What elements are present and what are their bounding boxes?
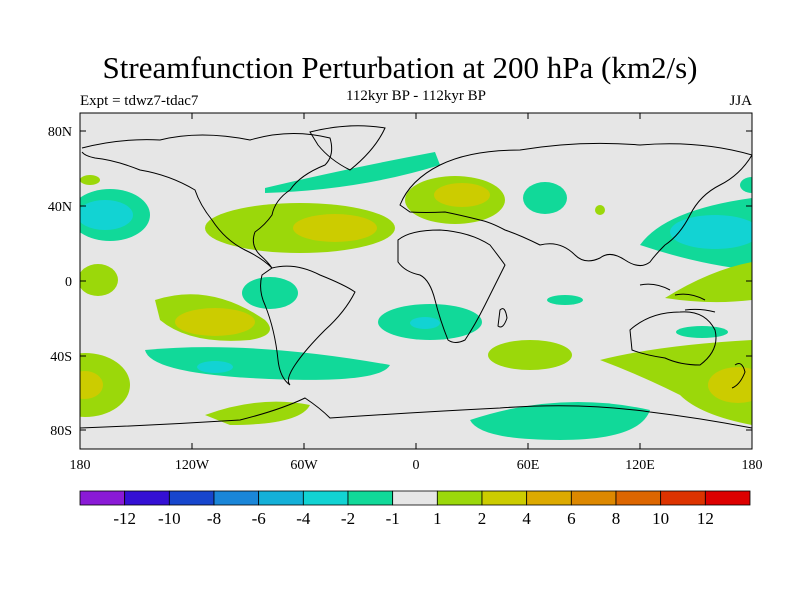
lon-label-0: 0 <box>413 458 420 473</box>
contour-region <box>80 175 100 185</box>
contour-region <box>665 262 752 303</box>
season-label: JJA <box>729 93 752 109</box>
colorbar-swatch <box>392 490 438 506</box>
lat-label-40n: 40N <box>48 200 72 215</box>
colorbar-swatch <box>570 490 617 506</box>
colorbar-label: -1 <box>386 509 400 528</box>
colorbar-swatch <box>213 490 260 506</box>
lon-label-180-west: 180 <box>70 458 91 473</box>
colorbar-swatch <box>526 490 572 506</box>
contour-region <box>293 214 377 242</box>
contour-region <box>740 177 752 193</box>
contour-region <box>80 353 130 417</box>
lat-label-40s: 40S <box>50 350 72 365</box>
lon-label-60e: 60E <box>517 458 540 473</box>
lon-label-120e: 120E <box>625 458 655 473</box>
period-label: 112kyr BP - 112kyr BP <box>345 88 486 104</box>
colorbar-label: 8 <box>612 509 621 528</box>
colorbar-swatch <box>704 490 751 506</box>
contour-region <box>80 200 133 230</box>
colorbar <box>79 490 751 506</box>
contour-region <box>175 308 255 336</box>
lat-label-80n: 80N <box>48 125 72 140</box>
contour-region <box>547 295 583 305</box>
contour-region <box>80 371 103 399</box>
lon-label-120w: 120W <box>175 458 210 473</box>
contour-region <box>523 182 567 214</box>
colorbar-label: 1 <box>433 509 442 528</box>
colorbar-label: -2 <box>341 509 355 528</box>
colorbar-swatch <box>481 490 528 506</box>
contour-region <box>488 340 572 370</box>
colorbar-label: 4 <box>522 509 531 528</box>
contour-region <box>205 401 310 425</box>
colorbar-swatch <box>302 490 349 506</box>
lon-tick-marks <box>191 113 641 449</box>
contour-region <box>434 183 490 207</box>
contour-region <box>708 367 752 403</box>
lat-label-80s: 80S <box>50 424 72 439</box>
colorbar-label: -10 <box>158 509 181 528</box>
colorbar-label: -6 <box>252 509 266 528</box>
colorbar-label: 6 <box>567 509 576 528</box>
colorbar-label: -8 <box>207 509 221 528</box>
colorbar-label: -12 <box>113 509 136 528</box>
coastlines <box>80 125 752 429</box>
contour-region <box>670 215 752 249</box>
colorbar-swatch <box>347 490 394 506</box>
lon-label-60w: 60W <box>290 458 318 473</box>
colorbar-swatch <box>79 490 126 506</box>
colorbar-swatch <box>615 490 662 506</box>
contour-region <box>265 152 440 193</box>
colorbar-swatch <box>258 490 304 506</box>
experiment-label: Expt = tdwz7-tdac7 <box>80 93 199 109</box>
lon-label-180-east: 180 <box>742 458 763 473</box>
colorbar-swatch <box>124 490 170 506</box>
colorbar-label: 2 <box>478 509 487 528</box>
colorbar-label: 12 <box>697 509 714 528</box>
colorbar-labels: -12 -10 -8 -6 -4 -2 -1 1 2 4 6 8 10 12 <box>113 509 714 528</box>
lat-label-equator: 0 <box>65 275 72 290</box>
colorbar-label: -4 <box>296 509 311 528</box>
colorbar-label: 10 <box>652 509 669 528</box>
contour-region <box>600 340 752 425</box>
contour-region <box>197 361 233 373</box>
contour-region <box>595 205 605 215</box>
contour-region <box>80 264 118 296</box>
lat-tick-marks <box>80 130 752 431</box>
contour-region <box>470 402 650 440</box>
contour-region <box>242 277 298 309</box>
contour-region <box>676 326 728 338</box>
colorbar-swatch <box>660 490 706 506</box>
colorbar-swatch <box>436 490 483 506</box>
plot-title: Streamfunction Perturbation at 200 hPa (… <box>102 50 698 85</box>
colorbar-swatch <box>168 490 215 506</box>
contour-region <box>410 317 440 329</box>
